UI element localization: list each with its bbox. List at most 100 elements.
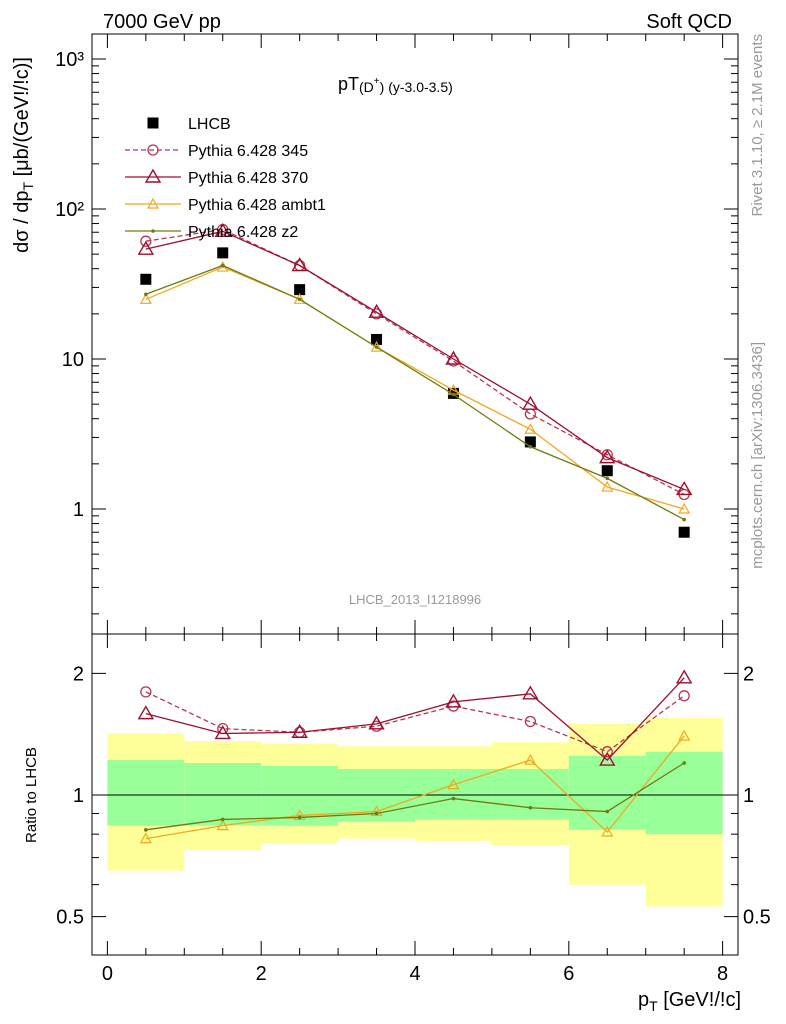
legend-marker-p345 (147, 144, 159, 156)
plot-title-sub: (D (359, 79, 374, 95)
plot-title-main: pT (338, 74, 359, 94)
main-series (137, 222, 693, 538)
main-y-tick-label: 10 (62, 349, 84, 371)
header-left: 7000 GeV pp (103, 11, 221, 33)
data-point-ambt1 (370, 340, 383, 352)
legend-label-lhcb: LHCB (188, 116, 231, 133)
data-point-z2 (220, 817, 225, 822)
data-point-z2 (605, 809, 610, 814)
data-point-p370 (368, 715, 385, 730)
data-point-p370 (522, 395, 539, 410)
x-axis-label: pT [GeV!/!c] (638, 989, 741, 1014)
data-point-ambt1 (139, 293, 152, 304)
data-point-p370 (214, 222, 231, 238)
data-point-z2 (297, 297, 302, 302)
data-point-z2 (451, 796, 456, 801)
analysis-watermark: LHCB_2013_I1218996 (349, 592, 481, 607)
header-right: Soft QCD (646, 11, 732, 33)
ratio-y-axis-label: Ratio to LHCB (23, 747, 40, 843)
x-tick-label: 4 (409, 963, 420, 985)
data-point-z2 (220, 263, 225, 268)
data-point-ambt1 (293, 809, 306, 821)
data-point-ambt1 (678, 729, 691, 741)
series-line-z2 (145, 762, 685, 831)
data-point-p370 (445, 693, 462, 708)
plot-title-tail: ) (y-3.0-3.5) (380, 79, 453, 95)
x-tick-label: 8 (717, 963, 728, 985)
legend-marker-lhcb (147, 117, 159, 129)
data-point-p345 (601, 746, 613, 758)
ratio-y-tick-label: 2 (73, 663, 84, 685)
data-point-p345 (140, 686, 152, 698)
ratio-y-tick-label-right: 2 (743, 663, 754, 685)
data-point-z2 (374, 345, 379, 349)
data-point-p345 (524, 715, 537, 728)
ratio-y-tick-label-right: 0.5 (743, 907, 771, 929)
data-point-ambt1 (524, 423, 537, 434)
data-point-z2 (682, 517, 686, 522)
ratio-y-tick-label: 0.5 (56, 907, 84, 929)
series-line-p370 (145, 677, 685, 762)
legend-marker-ambt1 (146, 197, 160, 209)
data-point-p345 (140, 235, 152, 247)
data-point-p370 (599, 751, 616, 766)
x-tick-label: 2 (256, 963, 267, 985)
data-point-lhcb (601, 465, 613, 477)
band-inner (107, 760, 185, 826)
legend: LHCB Pythia 6.428 345 Pythia 6.428 370 Pyth… (125, 116, 326, 241)
series-line-ambt1 (145, 266, 685, 510)
data-point-lhcb (140, 273, 152, 285)
data-point-p345 (678, 690, 690, 702)
legend-marker-p370 (144, 168, 162, 183)
main-y-tick-label: 10³ (55, 49, 84, 71)
series-line-p345 (145, 228, 685, 496)
data-point-p370 (291, 723, 308, 738)
band-inner (568, 755, 646, 830)
data-point-z2 (682, 761, 686, 765)
data-point-ambt1 (601, 825, 614, 837)
data-point-z2 (528, 444, 533, 449)
legend-label-z2: Pythia 6.428 z2 (188, 224, 298, 241)
data-point-p370 (368, 303, 385, 318)
data-point-p370 (137, 705, 155, 720)
x-tick-label: 0 (102, 963, 113, 985)
data-point-z2 (451, 392, 456, 397)
data-point-p370 (214, 725, 231, 740)
data-point-p370 (675, 669, 693, 684)
mcplots-label: mcplots.cern.ch [arXiv:1306.3436] (749, 342, 766, 569)
data-point-p345 (447, 700, 460, 712)
data-point-lhcb (678, 526, 690, 538)
data-point-p370 (675, 481, 693, 496)
data-point-ambt1 (678, 502, 691, 514)
data-point-ambt1 (524, 753, 537, 765)
band-inner (184, 763, 262, 826)
plot-title: pT(D+) (y-3.0-3.5) (338, 74, 453, 95)
series-line-p370 (145, 230, 685, 491)
data-point-z2 (297, 815, 302, 820)
main-y-tick-label: 10² (55, 199, 84, 221)
data-point-z2 (144, 292, 148, 297)
data-point-z2 (605, 476, 610, 481)
data-point-lhcb (217, 247, 229, 259)
data-point-z2 (528, 805, 533, 810)
main-y-tick-label: 1 (73, 499, 84, 521)
legend-label-p370: Pythia 6.428 370 (188, 170, 308, 187)
data-point-lhcb (294, 284, 306, 296)
plot-title-sup: + (374, 76, 380, 87)
legend-marker-z2 (151, 229, 155, 233)
data-point-p370 (599, 449, 616, 464)
main-y-axis-label: dσ / dpT [μb/(GeV!/!c)] (11, 57, 36, 253)
ratio-y-tick-label: 1 (73, 785, 84, 807)
axes-ticks: 1 10 10² 10³ 0.5 0.5 1 1 2 2 0 2 4 6 8 (55, 34, 771, 985)
band-inner (645, 751, 723, 835)
ratio-uncertainty-bands (107, 718, 723, 907)
series-line-ambt1 (145, 735, 685, 840)
series-line-p345 (145, 691, 685, 753)
legend-label-p345: Pythia 6.428 345 (188, 143, 308, 160)
data-point-ambt1 (447, 778, 460, 790)
data-point-z2 (374, 811, 379, 816)
data-point-lhcb (524, 436, 536, 448)
data-point-ambt1 (370, 805, 383, 817)
data-point-p370 (137, 240, 155, 255)
